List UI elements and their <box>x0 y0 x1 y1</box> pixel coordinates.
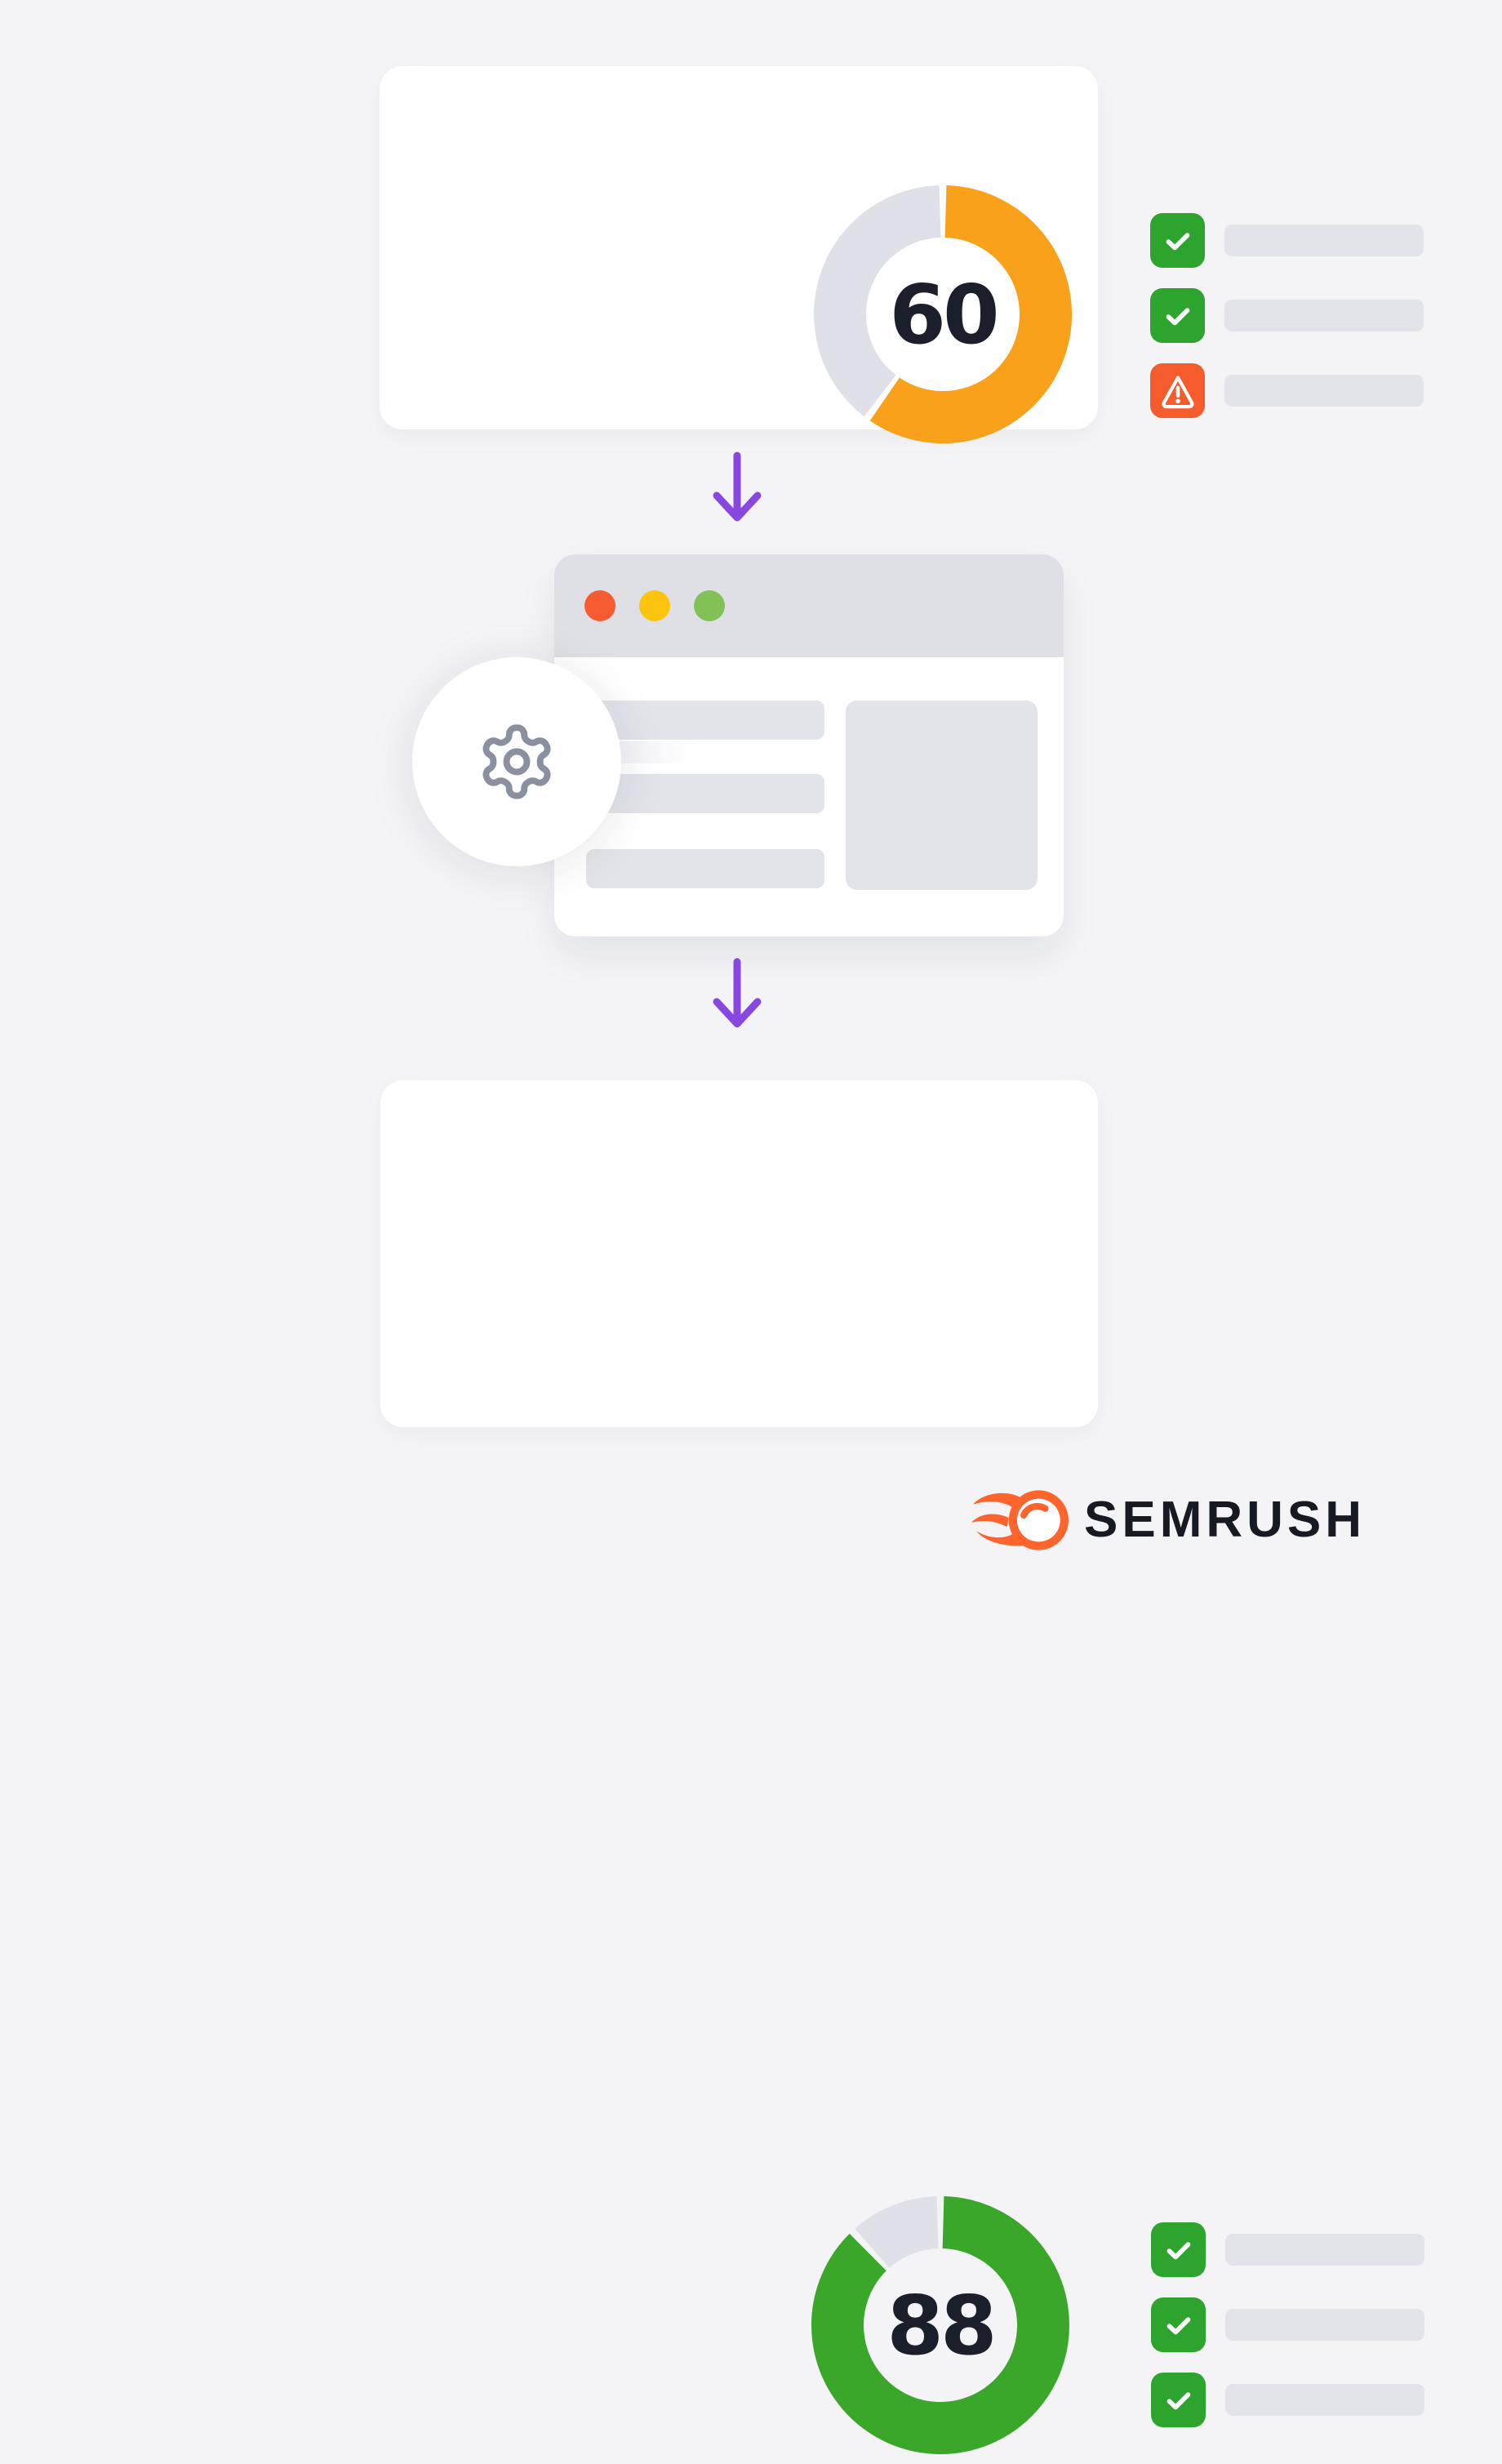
donut-chart-before <box>814 185 1072 443</box>
check-icon <box>1150 213 1205 268</box>
placeholder-block <box>846 701 1038 890</box>
score-donut-after: 88 <box>802 2186 1079 2464</box>
checklist-item-pass <box>1151 2222 1445 2277</box>
checklist-item-pass <box>1150 213 1444 268</box>
score-donut-before: 60 <box>804 176 1082 453</box>
browser-title-bar <box>554 554 1064 657</box>
donut-value-arc <box>869 185 1072 443</box>
audit-checklist-before <box>1150 213 1444 438</box>
settings-bubble <box>412 657 621 866</box>
score-value-before: 60 <box>889 266 999 362</box>
down-arrow-icon <box>713 451 762 522</box>
check-icon <box>1151 2373 1206 2427</box>
warning-icon <box>1150 363 1205 418</box>
score-card-before: 60 <box>380 66 1424 443</box>
check-icon <box>1151 2297 1206 2352</box>
seo-score-improvement-infographic: 60 <box>380 66 1424 2454</box>
checklist-item-pass <box>1151 2373 1445 2427</box>
score-card-after: 88 <box>380 1080 1424 2454</box>
placeholder-text-bar <box>1225 2309 1424 2341</box>
placeholder-text-bar <box>1225 2384 1424 2416</box>
checklist-item-pass <box>1150 288 1444 343</box>
checklist-item-warning <box>1150 363 1444 418</box>
audit-checklist-after <box>1151 2222 1445 2448</box>
placeholder-line <box>586 849 824 888</box>
placeholder-text-bar <box>1225 2234 1424 2266</box>
semrush-comet-icon <box>971 1490 1069 1550</box>
gear-icon <box>482 724 551 799</box>
browser-window <box>554 554 1064 936</box>
maximize-dot <box>694 590 725 621</box>
semrush-wordmark: SEMRUSH <box>1084 1492 1366 1548</box>
semrush-logo: SEMRUSH <box>971 1489 1366 1551</box>
down-arrow-icon <box>713 958 762 1028</box>
donut-track <box>814 185 942 417</box>
close-dot <box>584 590 615 621</box>
score-value-after: 88 <box>887 2277 997 2373</box>
placeholder-text-bar <box>1224 300 1424 331</box>
placeholder-text-bar <box>1224 375 1424 407</box>
minimize-dot <box>639 590 670 621</box>
placeholder-line <box>586 701 824 740</box>
checklist-item-pass <box>1151 2297 1445 2352</box>
check-icon <box>1150 288 1205 343</box>
placeholder-line <box>586 774 824 813</box>
check-icon <box>1151 2222 1206 2277</box>
placeholder-text-bar <box>1224 225 1424 256</box>
